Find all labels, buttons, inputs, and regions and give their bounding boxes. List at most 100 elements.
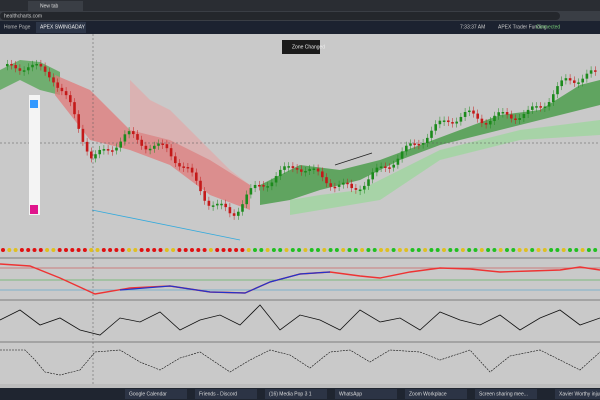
candle: [497, 112, 500, 116]
signal-dot: [51, 248, 56, 252]
candle: [199, 180, 202, 192]
taskbar-item[interactable]: [475, 389, 537, 399]
signal-dot: [391, 248, 396, 252]
candle: [455, 121, 458, 124]
candle: [321, 171, 324, 178]
candle: [249, 188, 253, 195]
signal-dot: [76, 248, 81, 252]
green-band: [290, 120, 600, 215]
candle: [333, 186, 337, 189]
notification-box: [282, 40, 320, 54]
signal-dot: [26, 248, 31, 252]
candle: [539, 106, 542, 108]
candle: [514, 118, 517, 121]
trend-line: [334, 152, 373, 166]
taskbar-label[interactable]: WhatsApp: [339, 391, 362, 397]
signal-dot: [89, 248, 94, 252]
candle: [132, 131, 135, 135]
signal-dot: [208, 248, 213, 252]
status: Connected: [536, 24, 560, 30]
url[interactable]: healthcharts.com: [4, 13, 42, 19]
candle: [274, 176, 278, 183]
color-swatch[interactable]: [30, 205, 38, 214]
signal-dot: [511, 248, 516, 252]
candle: [556, 86, 559, 95]
tab-title[interactable]: New tab: [40, 3, 59, 9]
candle: [258, 184, 261, 187]
tab[interactable]: [28, 1, 83, 11]
signal-dot: [215, 248, 220, 252]
taskbar-item[interactable]: [125, 389, 187, 399]
candle: [535, 106, 538, 108]
candle: [371, 172, 374, 180]
candle: [476, 113, 479, 119]
candle: [438, 120, 442, 125]
candle: [94, 154, 97, 159]
candle: [400, 151, 404, 159]
signal-dots: [1, 248, 598, 252]
url-field[interactable]: [0, 12, 560, 20]
candle: [442, 120, 446, 122]
signal-dot: [561, 248, 566, 252]
candle: [165, 144, 169, 149]
taskbar-label[interactable]: Screen sharing mee...: [479, 391, 528, 397]
taskbar-item[interactable]: [405, 389, 467, 399]
candle: [480, 118, 484, 124]
candle: [148, 148, 152, 151]
candle: [195, 172, 198, 181]
signal-dot: [70, 248, 75, 252]
candle: [6, 63, 9, 67]
taskbar-label[interactable]: Friends - Discord: [199, 391, 237, 397]
candle: [115, 147, 118, 151]
signal-dot: [492, 248, 497, 252]
taskbar-item[interactable]: [265, 389, 327, 399]
tool-icon[interactable]: [30, 100, 38, 108]
candle: [316, 168, 320, 172]
signal-dot: [568, 248, 572, 252]
candle: [358, 189, 362, 192]
signal-dot: [108, 248, 113, 252]
candle: [60, 87, 64, 92]
candle: [35, 63, 38, 66]
notification: Zone Changed: [292, 44, 325, 50]
signal-dot: [542, 248, 547, 252]
active-tab[interactable]: [36, 22, 86, 33]
home-link[interactable]: Home Page: [4, 24, 31, 30]
taskbar-item[interactable]: [555, 389, 600, 399]
candle: [510, 114, 513, 119]
taskbar-label[interactable]: Zoom Workplace: [409, 391, 447, 397]
candle: [426, 137, 429, 143]
candle: [203, 191, 206, 201]
candle: [577, 82, 580, 84]
taskbar-label[interactable]: Xavier Worthy injury...: [559, 391, 600, 397]
signal-dot: [435, 248, 440, 252]
candle: [157, 143, 160, 146]
signal-dot: [227, 248, 232, 252]
signal-dot: [64, 248, 68, 252]
candle: [224, 203, 227, 208]
candle: [48, 71, 51, 78]
taskbar-label[interactable]: (16) Media Pop 3 1: [269, 391, 312, 397]
candle: [295, 168, 299, 170]
candle: [22, 70, 26, 72]
drawing-toolbar: [29, 95, 40, 215]
candle: [27, 67, 30, 71]
signal-dot: [555, 248, 560, 252]
taskbar-item[interactable]: [195, 389, 257, 399]
active-tab-label[interactable]: APEX SWINGADAY: [40, 24, 86, 30]
candle: [392, 164, 395, 168]
taskbar-label[interactable]: Google Calendar: [129, 391, 167, 397]
candle: [350, 183, 353, 189]
signal-dot: [38, 248, 43, 252]
clock: 7:33:37 AM: [460, 24, 485, 30]
signal-dot: [240, 248, 245, 252]
signal-dot: [120, 248, 125, 252]
signal-dot: [372, 248, 377, 252]
candle: [463, 111, 467, 117]
taskbar-item[interactable]: [335, 389, 397, 399]
candle: [472, 110, 475, 114]
candle: [505, 112, 509, 115]
candle: [585, 73, 589, 79]
signal-dot: [177, 248, 182, 252]
candle: [518, 118, 521, 120]
